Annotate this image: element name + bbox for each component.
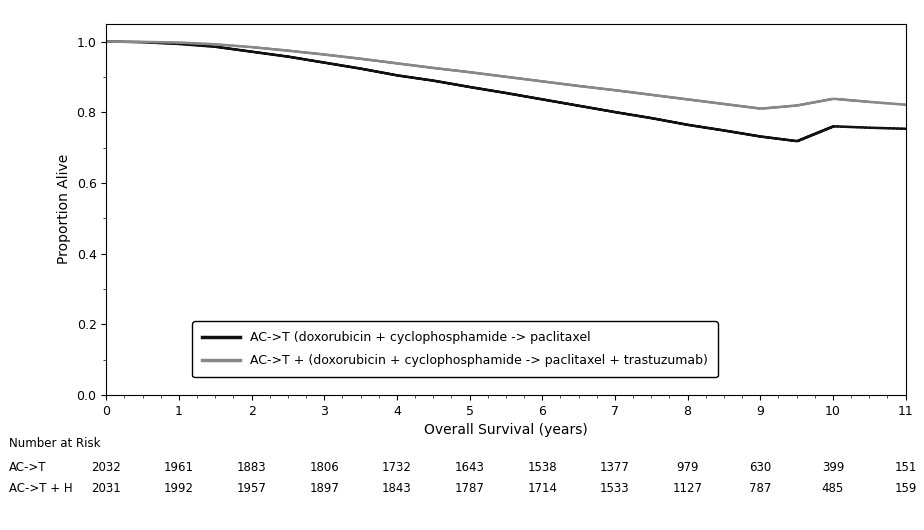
AC->T + (doxorubicin + cyclophosphamide -> paclitaxel + trastuzumab) — [101, 38, 112, 45]
Text: 485: 485 — [821, 482, 844, 496]
Line: AC->T + (doxorubicin + cyclophosphamide -> paclitaxel + trastuzumab): AC->T + (doxorubicin + cyclophosphamide … — [106, 41, 906, 109]
Text: 1732: 1732 — [382, 461, 412, 474]
Text: 399: 399 — [821, 461, 844, 474]
Text: 1643: 1643 — [455, 461, 484, 474]
Legend: AC->T (doxorubicin + cyclophosphamide -> paclitaxel, AC->T + (doxorubicin + cycl: AC->T (doxorubicin + cyclophosphamide ->… — [192, 322, 718, 377]
AC->T + (doxorubicin + cyclophosphamide -> paclitaxel + trastuzumab) — [755, 105, 766, 112]
Text: 787: 787 — [749, 482, 772, 496]
Text: 630: 630 — [749, 461, 772, 474]
Text: 1961: 1961 — [164, 461, 194, 474]
Text: 2032: 2032 — [91, 461, 121, 474]
Text: AC->T + H: AC->T + H — [9, 482, 73, 496]
AC->T (doxorubicin + cyclophosphamide -> paclitaxel — [687, 122, 699, 129]
AC->T + (doxorubicin + cyclophosphamide -> paclitaxel + trastuzumab) — [900, 102, 911, 108]
AC->T + (doxorubicin + cyclophosphamide -> paclitaxel + trastuzumab) — [795, 102, 806, 108]
Text: 979: 979 — [676, 461, 699, 474]
Text: 1843: 1843 — [382, 482, 412, 496]
Y-axis label: Proportion Alive: Proportion Alive — [57, 154, 71, 264]
Text: 1533: 1533 — [600, 482, 629, 496]
Text: 1883: 1883 — [237, 461, 266, 474]
Text: AC->T: AC->T — [9, 461, 47, 474]
Text: 1992: 1992 — [164, 482, 194, 496]
Line: AC->T (doxorubicin + cyclophosphamide -> paclitaxel: AC->T (doxorubicin + cyclophosphamide ->… — [106, 41, 906, 141]
AC->T + (doxorubicin + cyclophosphamide -> paclitaxel + trastuzumab) — [229, 42, 240, 49]
Text: 1714: 1714 — [528, 482, 557, 496]
Text: Number at Risk: Number at Risk — [9, 437, 101, 450]
Text: 2031: 2031 — [91, 482, 121, 496]
AC->T + (doxorubicin + cyclophosphamide -> paclitaxel + trastuzumab) — [639, 91, 650, 97]
AC->T + (doxorubicin + cyclophosphamide -> paclitaxel + trastuzumab) — [401, 61, 412, 68]
AC->T (doxorubicin + cyclophosphamide -> paclitaxel — [639, 114, 650, 120]
AC->T (doxorubicin + cyclophosphamide -> paclitaxel — [101, 38, 112, 45]
AC->T (doxorubicin + cyclophosphamide -> paclitaxel — [229, 46, 240, 52]
Text: 1127: 1127 — [673, 482, 702, 496]
Text: 159: 159 — [894, 482, 917, 496]
AC->T (doxorubicin + cyclophosphamide -> paclitaxel — [527, 94, 538, 101]
Text: 1957: 1957 — [237, 482, 266, 496]
AC->T (doxorubicin + cyclophosphamide -> paclitaxel — [791, 138, 802, 144]
AC->T (doxorubicin + cyclophosphamide -> paclitaxel — [401, 74, 412, 80]
Text: 1377: 1377 — [600, 461, 630, 474]
Text: 1897: 1897 — [310, 482, 339, 496]
Text: 1787: 1787 — [455, 482, 484, 496]
AC->T (doxorubicin + cyclophosphamide -> paclitaxel — [795, 137, 806, 143]
AC->T + (doxorubicin + cyclophosphamide -> paclitaxel + trastuzumab) — [527, 77, 538, 83]
AC->T + (doxorubicin + cyclophosphamide -> paclitaxel + trastuzumab) — [687, 97, 699, 103]
Text: 1538: 1538 — [528, 461, 557, 474]
Text: 1806: 1806 — [310, 461, 339, 474]
X-axis label: Overall Survival (years): Overall Survival (years) — [424, 423, 588, 437]
Text: 151: 151 — [894, 461, 917, 474]
AC->T (doxorubicin + cyclophosphamide -> paclitaxel — [900, 126, 911, 132]
